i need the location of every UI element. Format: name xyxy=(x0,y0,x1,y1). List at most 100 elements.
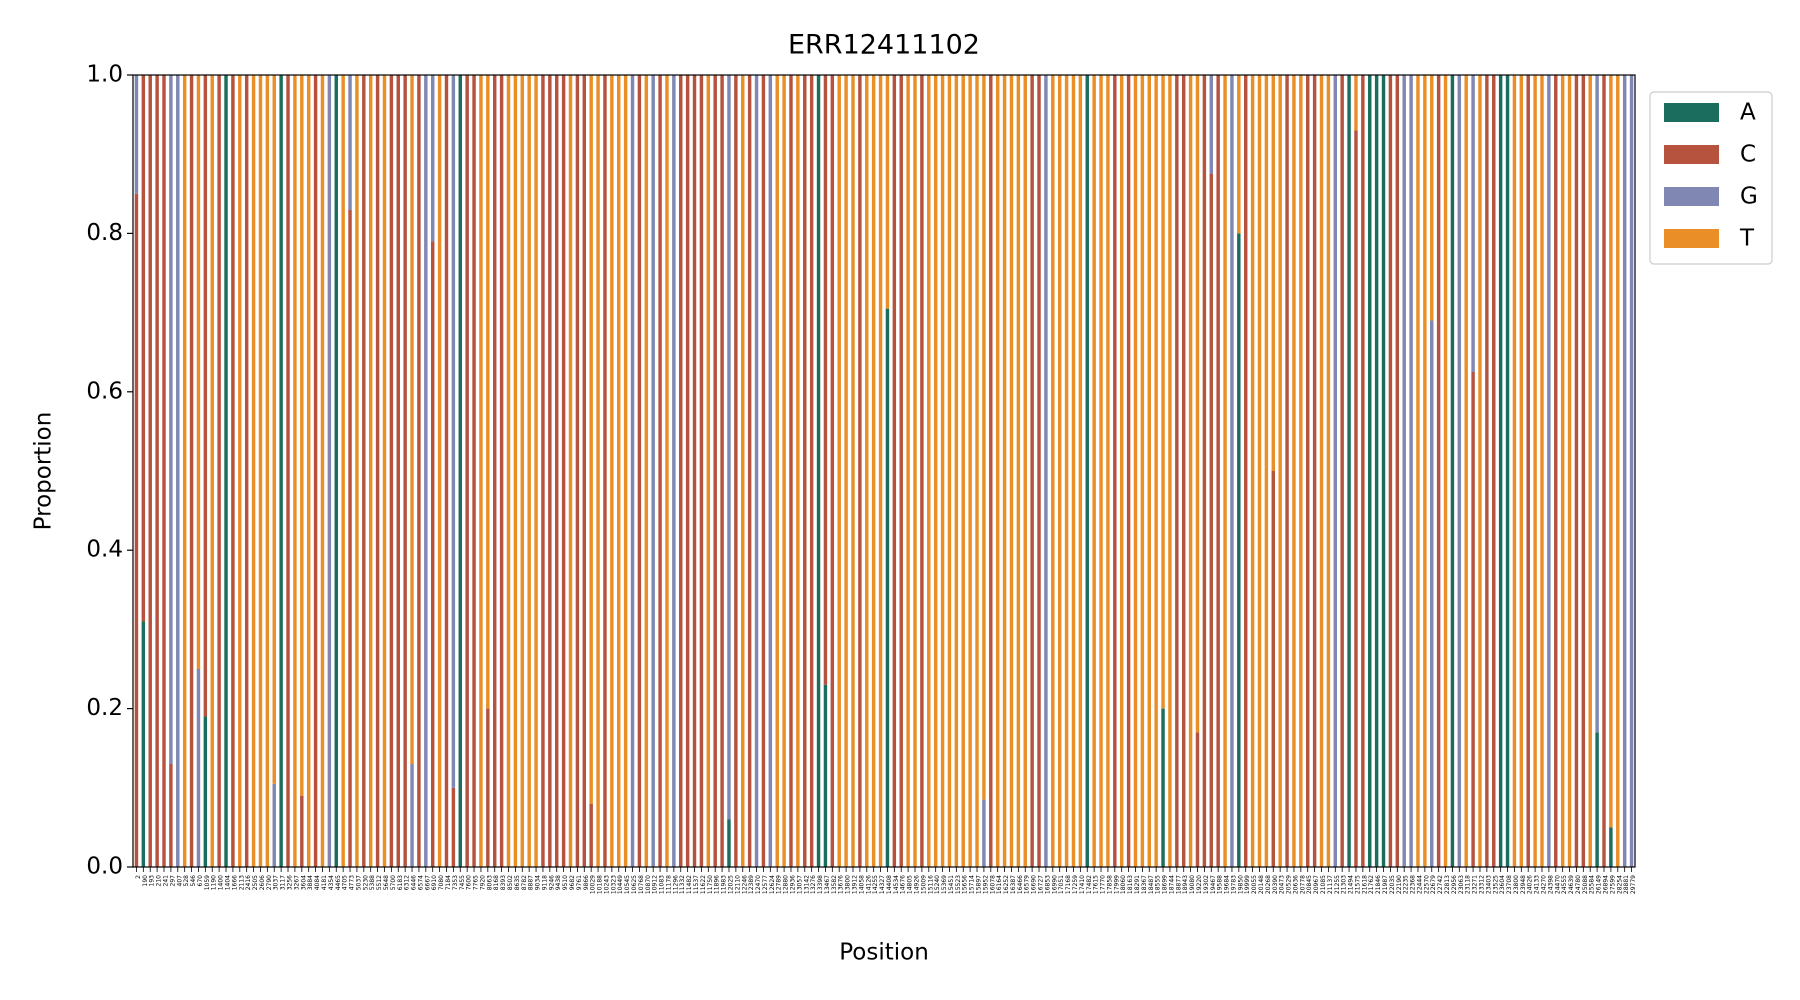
bar-segment xyxy=(382,75,387,867)
bar-segment xyxy=(596,75,600,867)
bar-segment xyxy=(1285,75,1289,867)
x-tick-label: 20967 xyxy=(1313,875,1320,894)
y-tick-label: 0.4 xyxy=(86,537,123,563)
x-tick-label: 14255 xyxy=(872,875,879,894)
x-tick-label: 9438 xyxy=(555,875,562,890)
x-tick-label: 12880 xyxy=(783,875,790,894)
bar-segment xyxy=(1602,75,1606,867)
bar-segment xyxy=(933,75,938,867)
x-tick-label: 7455 xyxy=(459,875,466,890)
x-tick-label: 2113 xyxy=(238,875,245,890)
x-tick-label: 5037 xyxy=(355,875,362,890)
x-tick-label: 23604 xyxy=(1499,875,1506,894)
x-tick-label: 17858 xyxy=(1106,875,1113,894)
bar-segment xyxy=(1347,75,1351,867)
bar-segment xyxy=(1402,75,1406,867)
bar-segment xyxy=(1237,75,1241,234)
bar-segment xyxy=(913,75,917,867)
bar-segment xyxy=(1257,75,1262,867)
bar-segment xyxy=(692,75,697,867)
x-tick-label: 19588 xyxy=(1217,875,1224,894)
bar-segment xyxy=(1519,75,1524,867)
x-tick-label: 22035 xyxy=(1389,875,1396,894)
x-tick-label: 3256 xyxy=(287,875,294,890)
bar-segment xyxy=(1430,75,1434,321)
bar-segment xyxy=(1485,75,1489,867)
bar-segment xyxy=(1126,75,1131,867)
x-axis-label: Position xyxy=(839,940,929,966)
bar-segment xyxy=(1540,75,1544,867)
x-tick-label: 23708 xyxy=(1506,875,1513,894)
bar-segment xyxy=(424,75,428,867)
x-tick-label: 22368 xyxy=(1410,875,1417,894)
x-tick-label: 15656 xyxy=(962,875,969,894)
bar-segment xyxy=(1057,75,1062,867)
x-tick-label: 1404 xyxy=(225,875,232,890)
x-tick-label: 11622 xyxy=(700,875,707,894)
bar-segment xyxy=(403,75,407,867)
x-tick-label: 22679 xyxy=(1430,875,1437,894)
x-tick-label: 9761 xyxy=(576,875,583,890)
x-tick-label: 25584 xyxy=(1589,875,1596,894)
x-tick-label: 9034 xyxy=(535,875,542,890)
x-tick-label: 190 xyxy=(142,875,149,887)
x-tick-label: 15116 xyxy=(927,875,934,894)
x-tick-label: 10323 xyxy=(610,875,617,894)
bar-segment xyxy=(155,75,159,867)
bar-segment xyxy=(1202,75,1207,867)
bar-segment xyxy=(1023,75,1027,867)
x-tick-label: 2 xyxy=(135,875,142,879)
bar-segment xyxy=(555,75,559,867)
x-tick-label: 22190 xyxy=(1396,875,1403,894)
x-tick-label: 14408 xyxy=(886,875,893,894)
x-tick-label: 21085 xyxy=(1320,875,1327,894)
bar-segment xyxy=(589,803,593,867)
bar-segment xyxy=(582,75,587,867)
bar-segment xyxy=(575,75,580,867)
x-tick-label: 7600 xyxy=(466,875,473,890)
x-tick-label: 21846 xyxy=(1375,875,1382,894)
bar-segment xyxy=(1113,75,1117,867)
bar-segment xyxy=(1595,732,1599,867)
x-tick-label: 24470 xyxy=(1554,875,1561,894)
bar-segment xyxy=(940,75,945,867)
x-tick-label: 670 xyxy=(197,875,204,887)
bar-segment xyxy=(1312,75,1317,867)
bar-segment xyxy=(603,75,607,867)
x-tick-label: 16078 xyxy=(989,875,996,894)
x-tick-label: 17615 xyxy=(1093,875,1100,894)
bar-segment xyxy=(775,75,779,867)
bar-segment xyxy=(734,75,738,867)
bar-segment xyxy=(672,75,676,867)
bar-segment xyxy=(858,75,862,867)
bar-segment xyxy=(182,75,187,867)
x-tick-label: 7184 xyxy=(445,875,452,890)
x-tick-label: 14534 xyxy=(893,875,900,894)
bar-segment xyxy=(809,75,814,867)
x-tick-label: 16164 xyxy=(996,875,1003,894)
bar-segment xyxy=(1092,75,1096,867)
bar-segment xyxy=(685,75,690,867)
bar-segment xyxy=(141,621,146,867)
y-tick-label: 0.0 xyxy=(86,854,123,880)
bar-segment xyxy=(865,75,869,867)
x-tick-label: 8635 xyxy=(514,875,521,890)
x-tick-label: 8782 xyxy=(521,875,528,890)
x-tick-label: 28881 xyxy=(1623,875,1630,894)
x-tick-label: 18291 xyxy=(1134,875,1141,894)
x-tick-label: 1059 xyxy=(204,875,211,890)
x-tick-label: 21137 xyxy=(1327,875,1334,894)
x-tick-label: 3604 xyxy=(300,875,307,890)
bar-segment xyxy=(1471,75,1475,372)
x-tick-label: 12389 xyxy=(748,875,755,894)
legend-swatch xyxy=(1664,187,1719,206)
x-tick-label: 13398 xyxy=(817,875,824,894)
x-tick-label: 23118 xyxy=(1465,875,1472,894)
bar-segment xyxy=(196,75,201,669)
bar-segment xyxy=(1567,75,1572,867)
bar-segment xyxy=(506,75,511,867)
bar-segment xyxy=(492,75,497,867)
x-tick-label: 14926 xyxy=(914,875,921,894)
x-tick-label: 10768 xyxy=(638,875,645,894)
